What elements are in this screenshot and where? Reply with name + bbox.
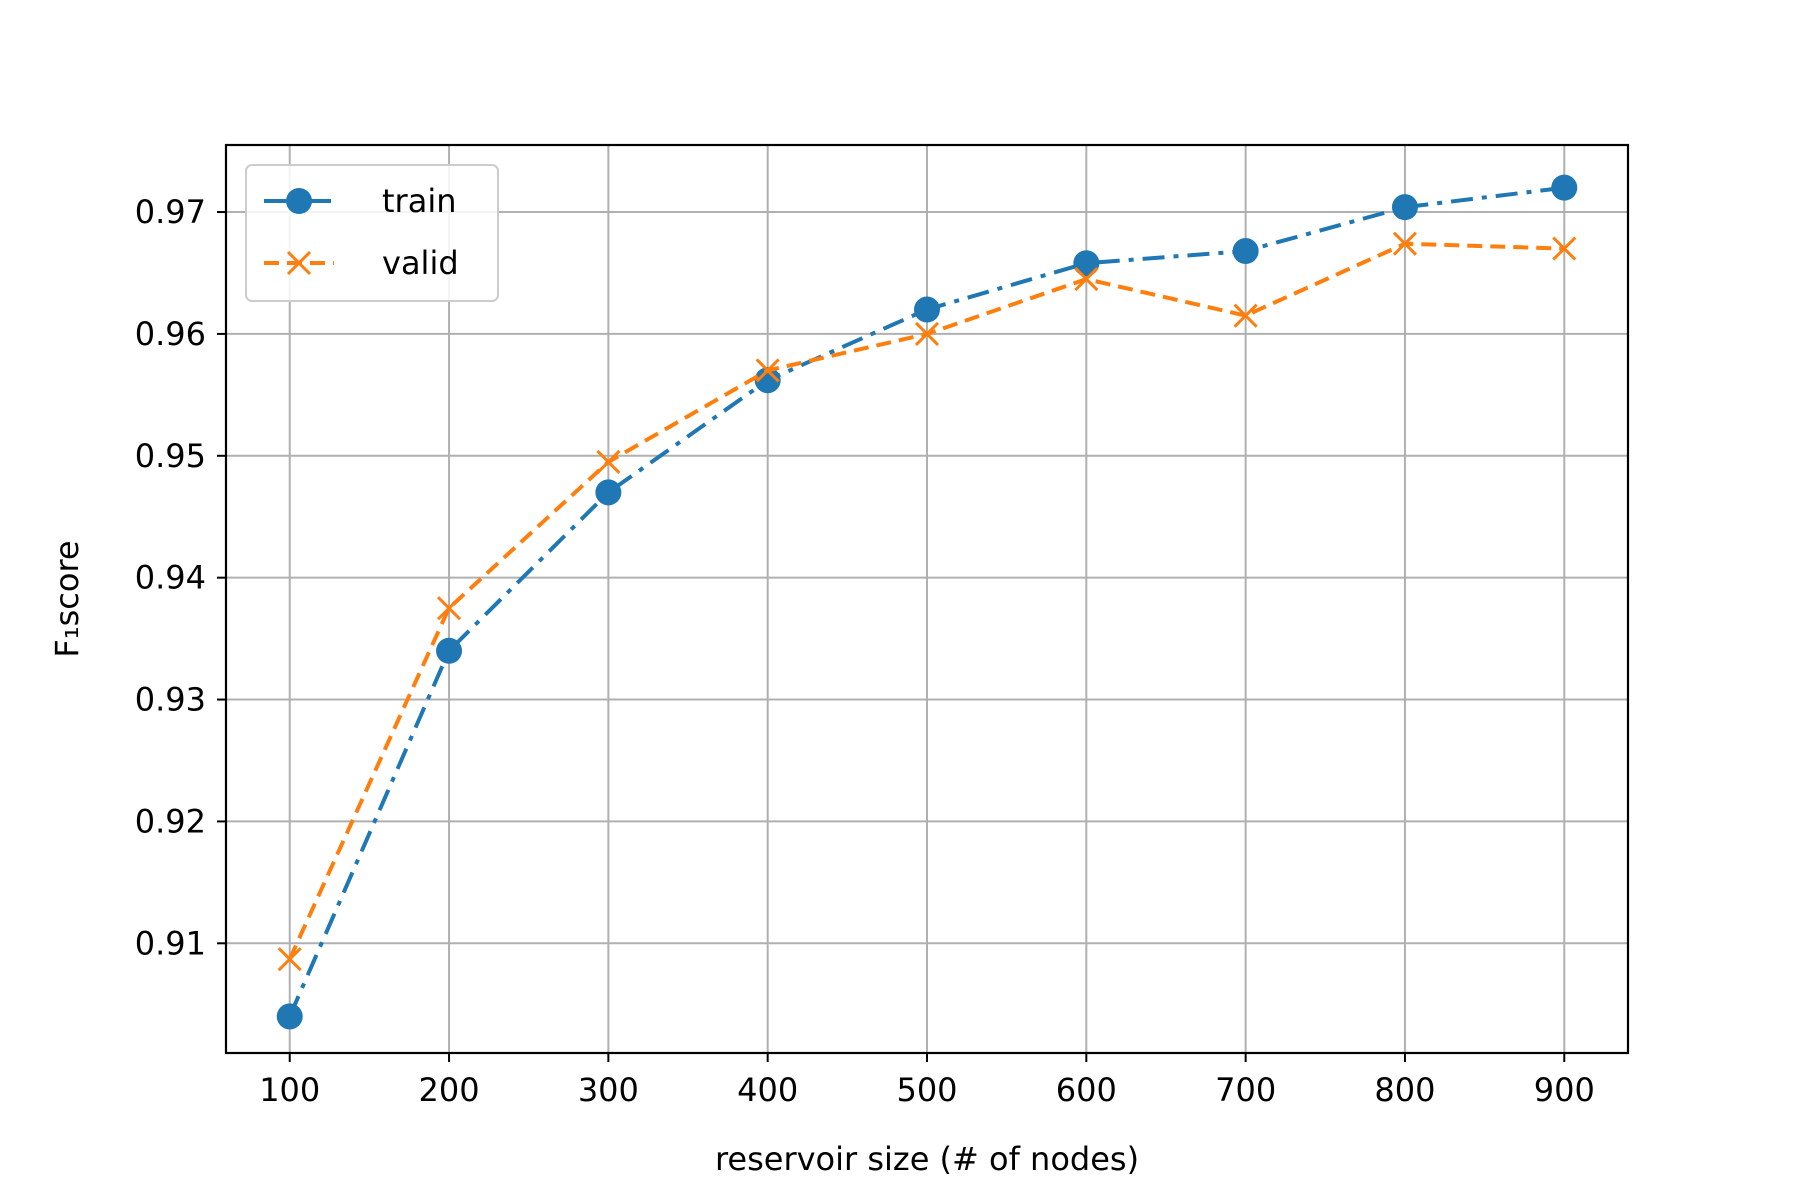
- legend-item-train: train: [264, 182, 456, 220]
- data-point-valid: [596, 449, 621, 474]
- data-point-valid-stroke-b: [914, 321, 940, 346]
- y-tick-label: 0.97: [135, 193, 206, 231]
- x-tick-label: 400: [737, 1071, 798, 1109]
- data-point-valid: [1392, 231, 1418, 256]
- legend-label: train: [382, 182, 456, 220]
- legend-marker: [286, 250, 312, 276]
- legend-marker: [286, 188, 312, 214]
- data-point-valid-stroke-b: [1233, 303, 1258, 328]
- data-point-valid: [1552, 236, 1577, 261]
- data-point-valid-stroke-b: [277, 947, 302, 972]
- x-tick-label: 500: [896, 1071, 957, 1109]
- data-point-train: [914, 296, 940, 323]
- y-tick-label: 0.96: [135, 315, 206, 353]
- y-tick-label: 0.91: [135, 924, 206, 962]
- data-point-train: [754, 367, 781, 394]
- legend: train valid: [245, 164, 499, 302]
- data-point-valid: [914, 321, 940, 346]
- x-tick-label: 900: [1534, 1071, 1595, 1109]
- x-tick-label: 800: [1374, 1071, 1435, 1109]
- data-point-train: [595, 479, 622, 506]
- legend-label: valid: [382, 244, 459, 282]
- axis-ticks: 100 200 300 400 500 600 700 800 900 0.91 0.92 0.93 0…: [135, 193, 1595, 1109]
- legend-item-valid: valid: [264, 244, 459, 282]
- legend-box: [245, 164, 499, 302]
- y-tick-label: 0.93: [135, 681, 206, 719]
- x-tick-label: 200: [419, 1071, 480, 1109]
- series-train: [276, 174, 1578, 1030]
- series-layer: [276, 174, 1578, 1030]
- y-axis-label: F₁score: [48, 540, 86, 657]
- data-point-valid-stroke-b: [596, 449, 621, 474]
- data-point-train: [1073, 250, 1100, 277]
- data-point-valid: [277, 947, 302, 972]
- data-point-train: [1232, 238, 1259, 265]
- data-point-train: [1551, 174, 1578, 201]
- data-point-valid: [436, 596, 462, 621]
- data-point-valid: [755, 358, 780, 383]
- x-tick-label: 100: [259, 1071, 320, 1109]
- data-point-valid-stroke-b: [1552, 236, 1577, 261]
- x-tick-label: 600: [1056, 1071, 1117, 1109]
- data-point-valid-stroke-b: [1392, 231, 1418, 256]
- data-point-valid-stroke-b: [1074, 267, 1099, 292]
- data-point-valid: [1233, 303, 1258, 328]
- data-point-valid-stroke-b: [436, 596, 462, 621]
- y-tick-label: 0.92: [135, 802, 206, 840]
- data-point-valid: [1074, 267, 1099, 292]
- data-point-train: [1391, 194, 1418, 221]
- x-tick-label: 300: [578, 1071, 639, 1109]
- data-point-valid-stroke-b: [755, 358, 780, 383]
- data-point-train: [436, 637, 463, 664]
- legend-marker-stroke-b: [286, 250, 312, 276]
- y-tick-label: 0.94: [135, 559, 206, 597]
- data-point-train: [276, 1003, 303, 1030]
- series-valid: [277, 231, 1577, 972]
- x-tick-label: 700: [1215, 1071, 1276, 1109]
- x-axis-label: reservoir size (# of nodes): [715, 1140, 1139, 1178]
- y-tick-label: 0.95: [135, 437, 206, 475]
